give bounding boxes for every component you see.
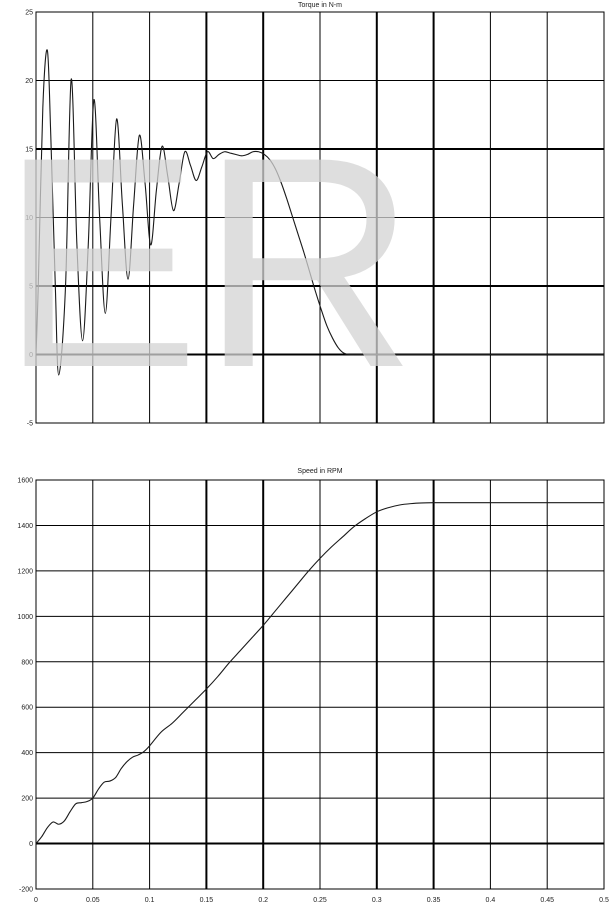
torque-y-tick-label: 5 <box>29 284 33 291</box>
speed-x-tick-label: 0.1 <box>145 897 155 904</box>
speed-y-tick-label: 1000 <box>17 614 33 621</box>
torque-chart-title: Torque in N-m <box>298 2 342 9</box>
torque-y-tick-label: -5 <box>27 421 33 428</box>
speed-y-tick-label: -200 <box>19 887 33 894</box>
speed-y-tick-label: 200 <box>21 796 33 803</box>
torque-plot: -5 0 5 10 15 20 25 Torque in N-m <box>25 2 605 428</box>
speed-axes-frame <box>35 479 605 890</box>
speed-y-tick-label: 1200 <box>17 568 33 575</box>
torque-axes-frame <box>35 11 605 424</box>
speed-x-tick-label: 0.05 <box>86 897 100 904</box>
speed-series-line <box>35 502 604 844</box>
torque-y-tick-label: 20 <box>25 78 33 85</box>
torque-y-tick-label: 0 <box>29 352 33 359</box>
speed-x-tick-label: 0 <box>34 897 38 904</box>
speed-x-tick-label: 0.5 <box>599 897 609 904</box>
torque-y-tick-label: 10 <box>25 215 33 222</box>
speed-y-tick-label: 1600 <box>17 478 33 485</box>
speed-x-tick-label: 0.3 <box>372 897 382 904</box>
speed-y-tick-label: 1400 <box>17 523 33 530</box>
speed-y-tick-label: 800 <box>21 659 33 666</box>
speed-y-tick-label: 0 <box>29 841 33 848</box>
torque-y-tick-label: 15 <box>25 147 33 154</box>
speed-chart-title: Speed in RPM <box>297 468 342 475</box>
speed-y-tick-label: 400 <box>21 750 33 757</box>
speed-y-tick-label: 600 <box>21 705 33 712</box>
speed-x-tick-label: 0.15 <box>200 897 214 904</box>
torque-series-line <box>35 49 604 376</box>
speed-x-tick-label: 0.2 <box>258 897 268 904</box>
speed-x-tick-label: 0.4 <box>486 897 496 904</box>
speed-x-tick-label: 0.35 <box>427 897 441 904</box>
watermark: ER <box>0 94 417 430</box>
torque-y-tick-label: 25 <box>25 10 33 17</box>
speed-x-tick-label: 0.45 <box>540 897 554 904</box>
speed-x-tick-label: 0.25 <box>313 897 327 904</box>
